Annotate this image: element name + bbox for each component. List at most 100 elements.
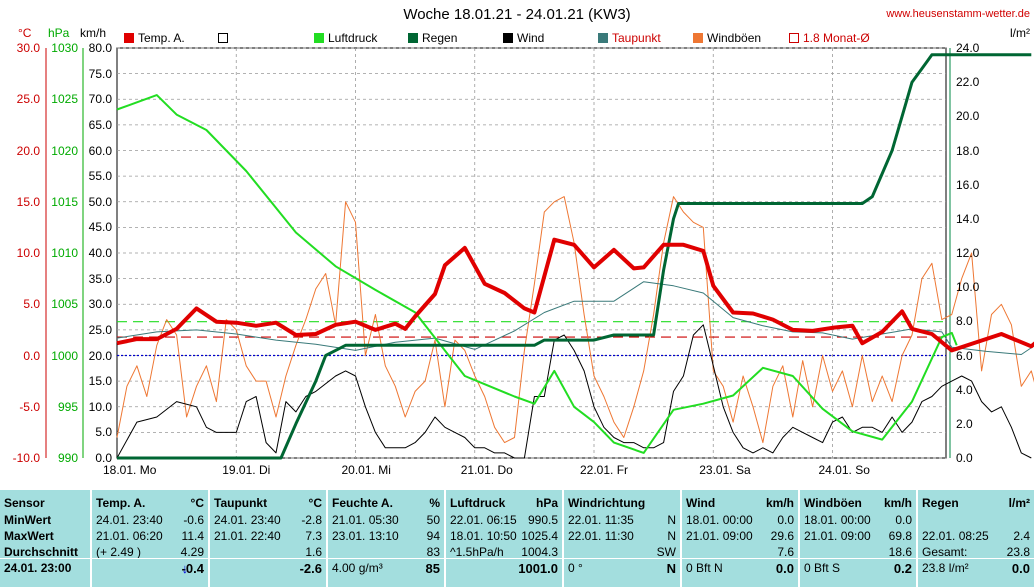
stats-row: ^1.5hPa/h 1004.3 (450, 545, 558, 559)
rain-tick: 18.0 (956, 143, 980, 158)
legend-pressure: Luftdruck (314, 31, 377, 45)
x-tick-label: 24.01. So (818, 463, 870, 477)
stats-row: 83 (426, 545, 440, 559)
temp-tick: 0.0 (23, 348, 40, 363)
wind-unit: km/h (80, 26, 107, 40)
wind-tick: 70.0 (88, 92, 112, 107)
stats-header: Luftdruck hPa (450, 496, 558, 510)
x-tick-label: 19.01. Di (222, 463, 271, 477)
stats-row: (+ 2.49 ) 4.29 (96, 545, 204, 559)
press-tick: 1005 (51, 297, 78, 312)
site-url[interactable]: www.heusenstamm-wetter.de (886, 8, 1030, 20)
x-tick-label: 20.01. Mi (341, 463, 391, 477)
series-temp--a- (116, 237, 1034, 353)
rain-tick: 8.0 (956, 314, 973, 329)
legend-rain: Regen (408, 31, 457, 45)
wind-tick: 15.0 (88, 374, 112, 389)
stats-current: 4.00 g/m³ 85 (332, 561, 440, 576)
wind-tick: 60.0 (88, 143, 112, 158)
stats-row: 7.6 (777, 545, 794, 559)
stats-row: 24.01. 23:40 -2.8 (214, 513, 322, 527)
legend-swatch (693, 33, 703, 43)
wind-tick: 20.0 (88, 348, 112, 363)
stats-row: MaxWert (4, 529, 54, 543)
stats-divider (0, 558, 1034, 559)
stats-row: 22.01. 11:35 N (568, 513, 676, 527)
rain-tick: 24.0 (956, 41, 980, 55)
press-tick: 1020 (51, 143, 78, 158)
rain-tick: 0.0 (956, 451, 973, 465)
wind-tick: 5.0 (95, 425, 112, 440)
wind-tick: 80.0 (88, 41, 112, 55)
stats-header: Regen l/m² (922, 496, 1030, 510)
legend-month-avg: 1.8 Monat-Ø (789, 31, 870, 45)
stats-row: 22.01. 06:15 990.5 (450, 513, 558, 527)
series-taupunkt (116, 281, 1034, 355)
legend-swatch (598, 33, 608, 43)
stats-current: 24.01. 23:00 (4, 561, 72, 575)
x-tick-label: 18.01. Mo (103, 463, 157, 477)
stats-header: Sensor (4, 496, 45, 510)
stats-header: Windböen km/h (804, 496, 912, 510)
stats-current: 0 ° N (568, 561, 676, 576)
series-luftdruck (116, 94, 958, 454)
rain-tick: 10.0 (956, 280, 980, 295)
stats-header: Taupunkt °C (214, 496, 322, 510)
temp-tick: 15.0 (16, 194, 40, 209)
legend-swatch (408, 33, 418, 43)
legend-wind: Wind (503, 31, 544, 45)
wind-tick: 75.0 (88, 66, 112, 81)
stats-row: SW (656, 545, 676, 559)
rain-tick: 6.0 (956, 348, 973, 363)
wind-tick: 0.0 (95, 451, 112, 465)
stats-row: 22.01. 11:30 N (568, 529, 676, 543)
temp-tick: 30.0 (16, 41, 40, 55)
wind-tick: 30.0 (88, 297, 112, 312)
legend-gusts: Windböen (693, 31, 761, 45)
press-tick: 1015 (51, 194, 78, 209)
stats-row: 22.01. 08:25 2.4 (922, 529, 1030, 543)
stats-row: Durchschnitt (4, 545, 79, 559)
temp-tick: 20.0 (16, 143, 40, 158)
stats-col: Taupunkt °C 24.01. 23:40 -2.8 21.01. 22:40 7.… (208, 490, 326, 587)
stats-table: Sensor MinWert MaxWert Durchschnitt 24.01. 2… (0, 490, 1034, 587)
press-tick: 1010 (51, 246, 78, 260)
temp-tick: 5.0 (23, 297, 40, 312)
stats-col: Feuchte A.% 21.01. 05:30 50 23.01. 13:10 94 8… (326, 490, 444, 587)
stats-col: Windböen km/h 18.01. 00:00 0.0 21.01. 09:00 6… (798, 490, 916, 587)
rain-tick: 12.0 (956, 246, 980, 260)
x-tick-label: 23.01. Sa (699, 463, 751, 477)
wind-tick: 35.0 (88, 271, 112, 286)
wind-tick: 10.0 (88, 399, 112, 414)
temp-tick: -10.0 (12, 451, 40, 465)
stats-row: Gesamt: 23.8 (922, 545, 1030, 559)
stats-row: 21.01. 06:20 11.4 (96, 529, 204, 543)
temp-tick: -5.0 (19, 399, 40, 414)
rain-unit: l/m² (1010, 26, 1030, 40)
stats-col: Wind km/h 18.01. 00:00 0.0 21.01. 09:00 29.6 7… (680, 490, 798, 587)
legend-swatch (789, 33, 799, 43)
wind-tick: 55.0 (88, 169, 112, 184)
legend-temp: Temp. A. (124, 31, 185, 45)
press-unit: hPa (48, 26, 70, 40)
stats-current: 0 Bft S 0.2 (804, 561, 912, 576)
temp-tick: 25.0 (16, 92, 40, 107)
rain-tick: 2.0 (956, 416, 973, 431)
x-tick-label: 21.01. Do (460, 463, 513, 477)
series-windb-en (116, 196, 1034, 444)
wind-tick: 25.0 (88, 322, 112, 337)
legend-dewpoint: Taupunkt (598, 31, 661, 45)
stats-row: 18.01. 10:50 1025.4 (450, 529, 558, 543)
rain-tick: 4.0 (956, 382, 973, 397)
stats-row: 21.01. 22:40 7.3 (214, 529, 322, 543)
stats-col: Windrichtung 22.01. 11:35 N 22.01. 11:30 N SW… (562, 490, 680, 587)
stats-col: Sensor MinWert MaxWert Durchschnitt 24.01. 2… (0, 490, 90, 587)
stats-current: 1001.0 (518, 561, 558, 576)
press-tick: 1030 (51, 41, 78, 55)
stats-header: Windrichtung (568, 496, 646, 510)
temp-unit: °C (18, 26, 32, 40)
x-tick-label: 22.01. Fr (580, 463, 629, 477)
stats-row: 1.6 (305, 545, 322, 559)
stats-current: ↓ -0.4 (181, 561, 204, 576)
stats-current: 23.8 l/m² 0.0 (922, 561, 1030, 576)
